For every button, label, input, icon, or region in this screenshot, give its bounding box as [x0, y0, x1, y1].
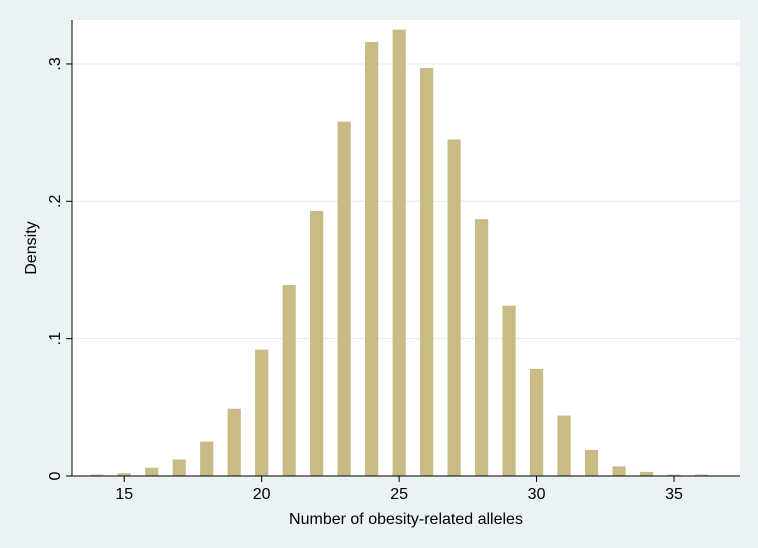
- bar: [117, 473, 131, 476]
- bar: [529, 368, 544, 476]
- bar: [90, 474, 104, 476]
- y-tick-label: 0: [47, 471, 64, 480]
- bar: [282, 285, 296, 476]
- x-tick-label: 25: [390, 486, 408, 503]
- bar: [392, 29, 406, 476]
- x-tick-label: 15: [115, 486, 133, 503]
- x-axis-label: Number of obesity-related alleles: [289, 511, 523, 528]
- y-tick-label: .1: [47, 332, 64, 345]
- x-tick-label: 30: [528, 486, 546, 503]
- bar: [474, 219, 489, 477]
- bar: [694, 474, 709, 476]
- bar: [200, 441, 214, 476]
- bar: [667, 474, 681, 476]
- bar: [612, 466, 626, 476]
- bar: [145, 467, 159, 476]
- y-tick-label: .2: [47, 195, 64, 208]
- plot-area: [72, 20, 740, 476]
- bar: [255, 349, 269, 476]
- x-tick-label: 20: [253, 486, 271, 503]
- bar: [337, 121, 351, 477]
- bar: [584, 449, 599, 476]
- bar: [447, 139, 461, 477]
- y-axis-label: Density: [23, 221, 40, 274]
- bar: [227, 408, 241, 476]
- bar: [502, 305, 516, 476]
- bar: [557, 415, 571, 476]
- bar: [310, 210, 324, 477]
- y-tick-label: .3: [47, 57, 64, 70]
- bar: [420, 68, 434, 476]
- bar: [639, 471, 654, 476]
- bar: [365, 41, 379, 477]
- bar: [172, 459, 186, 476]
- x-tick-label: 35: [665, 486, 683, 503]
